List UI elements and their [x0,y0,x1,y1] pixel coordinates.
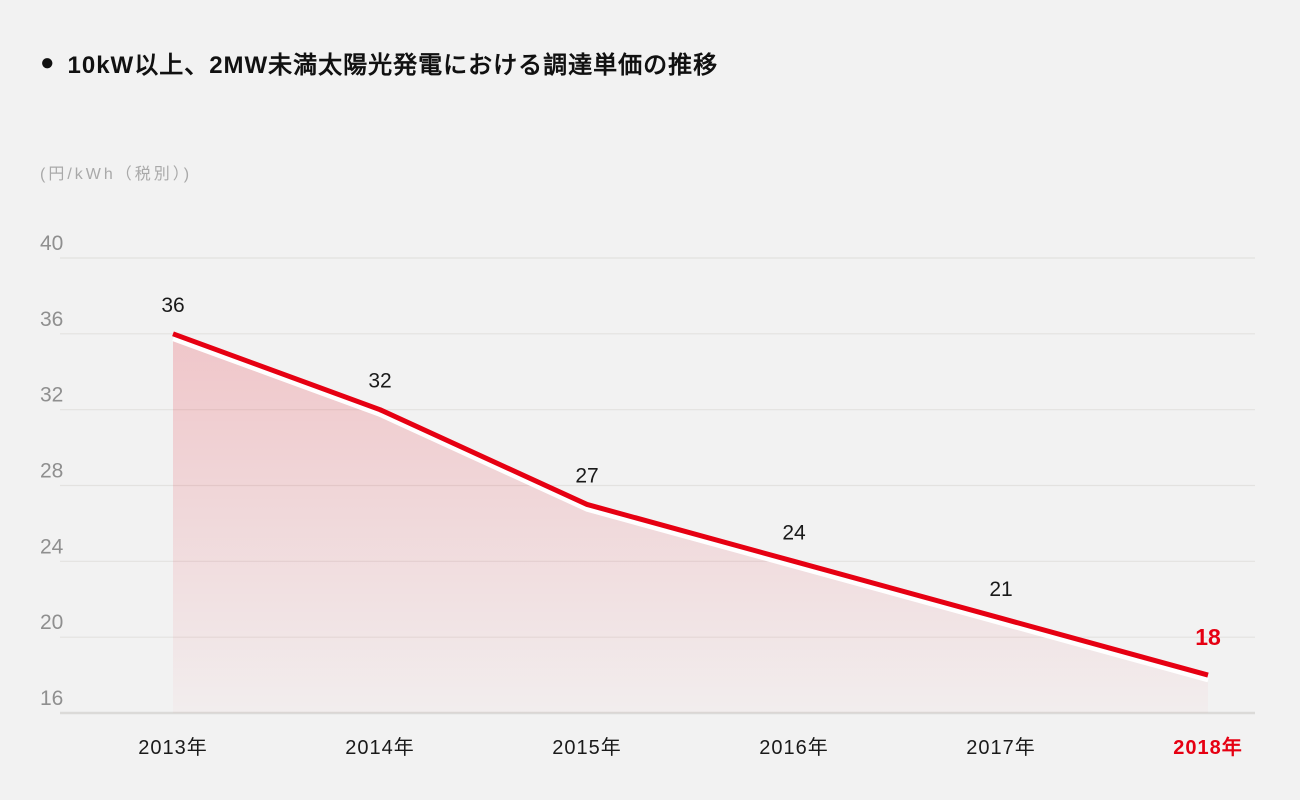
value-labels: 36 32 27 24 21 18 [161,294,1221,650]
value-label: 24 [782,521,806,544]
value-label: 21 [989,578,1012,601]
area-fill [173,340,1208,713]
y-tick-label: 32 [40,384,63,407]
area-gradient-fill [173,340,1208,713]
price-line-group [172,331,1209,683]
x-axis-label: 2016年 [759,736,829,759]
value-label: 32 [368,370,391,393]
y-tick-label: 24 [40,535,64,558]
value-label: 27 [575,464,598,487]
y-tick-label: 40 [40,232,63,255]
x-axis-label: 2015年 [552,736,622,759]
y-tick-label: 28 [40,460,63,483]
x-axis-label: 2013年 [138,736,208,759]
x-axis-label: 2014年 [345,736,415,759]
y-tick-label: 36 [40,308,63,331]
x-axis-labels: 2013年 2014年 2015年 2016年 2017年 2018年 [138,735,1243,759]
title-bullet-icon: ● [40,48,56,76]
value-label: 36 [161,294,184,317]
page-title: 10kW以上、2MW未満太陽光発電における調達単価の推移 [67,52,719,79]
x-axis-label-highlight: 2018年 [1173,735,1243,759]
chart-title-row: ● 10kW以上、2MW未満太陽光発電における調達単価の推移 [40,45,718,80]
line-white-offset [172,336,1209,683]
y-tick-label: 16 [40,687,63,710]
value-label-highlight: 18 [1195,624,1221,650]
y-tick-label: 20 [40,611,63,634]
y-axis-unit-label: (円/kWh（税別）) [40,166,193,183]
price-line [172,331,1209,678]
x-axis-label: 2017年 [966,736,1036,759]
